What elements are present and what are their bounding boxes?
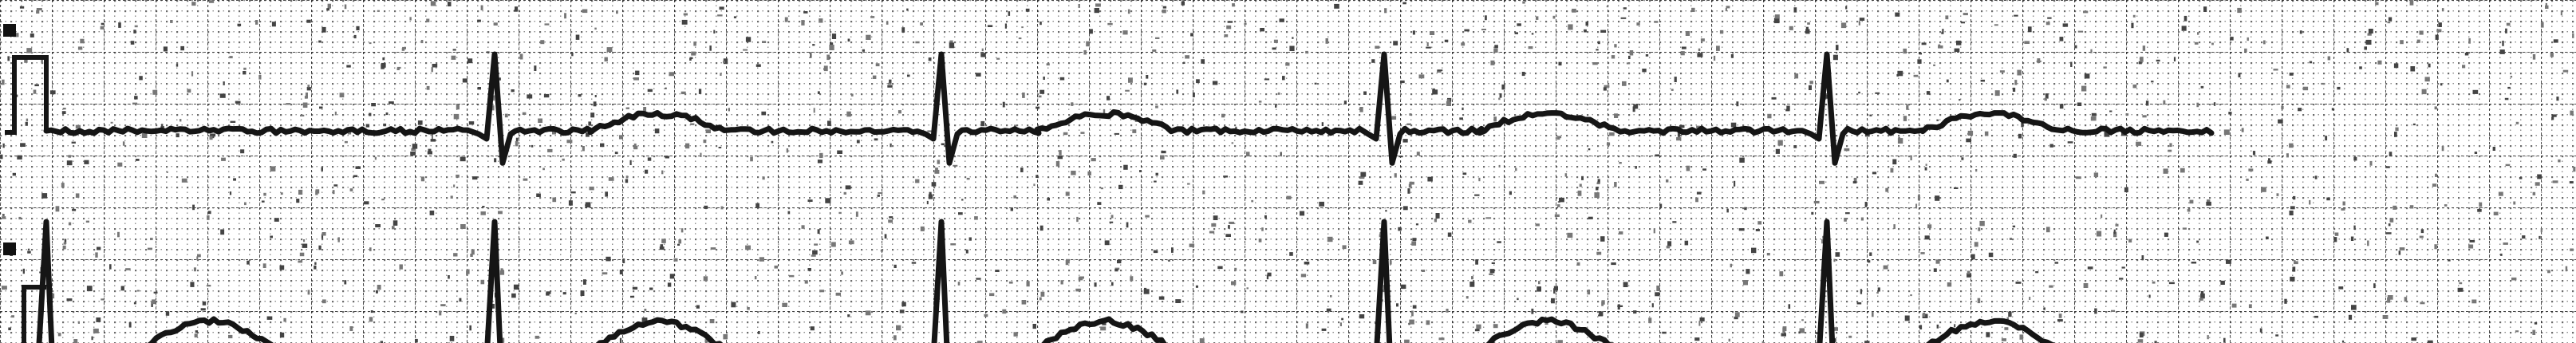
ecg-trace-lead-1 <box>43 51 2215 166</box>
lead-marker-square-icon <box>3 242 16 255</box>
calibration-pulse-icon <box>22 285 46 343</box>
lead-marker-square-icon <box>3 24 16 37</box>
calibration-pulse-icon <box>5 55 49 135</box>
